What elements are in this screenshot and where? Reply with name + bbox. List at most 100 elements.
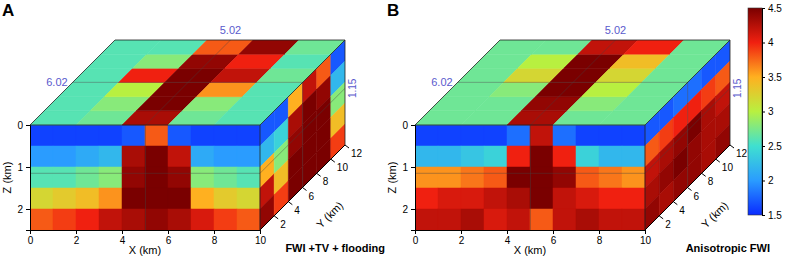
top-cell (242, 83, 302, 97)
x-tick-mark (168, 230, 169, 234)
side-cell (673, 167, 687, 202)
front-cell (415, 209, 438, 230)
front-cell (30, 188, 53, 209)
front-cell (415, 188, 438, 209)
z-tick: 0 (17, 120, 30, 131)
front-cell (30, 209, 53, 230)
front-cell (53, 167, 76, 188)
x-tick-mark (260, 230, 261, 234)
top-cell (656, 54, 716, 68)
colorbar-tick-mark (762, 181, 765, 182)
colorbar-axis: 1.522.533.544.5 (762, 3, 782, 221)
panel-label: B (387, 1, 399, 20)
cube-edge (345, 40, 346, 145)
panel-label: A (2, 1, 14, 20)
z-tick-mark (26, 209, 30, 210)
slice-label: 1.15 (347, 78, 358, 98)
colorbar: 1.522.533.544.5 (748, 3, 782, 221)
front-cell (576, 167, 599, 188)
front-cell (99, 167, 122, 188)
front-cell (461, 209, 484, 230)
colorbar-tick-label: 3.5 (768, 72, 782, 83)
front-cell (237, 146, 260, 167)
x-tick-label: 0 (413, 235, 419, 246)
front-cell (30, 167, 53, 188)
front-cell (99, 188, 122, 209)
front-cell (53, 209, 76, 230)
x-tick-label: 2 (459, 235, 465, 246)
front-cell (191, 167, 214, 188)
colorbar-tick: 2.5 (762, 141, 782, 152)
y-axis-line (645, 145, 730, 230)
z-tick-mark (411, 209, 415, 210)
panel-title: FWI +TV + flooding (285, 242, 385, 254)
front-cell (599, 209, 622, 230)
colorbar-ramp (748, 8, 762, 215)
front-cell (168, 188, 191, 209)
y-tick-mark (288, 202, 292, 205)
x-tick-mark (507, 230, 508, 234)
front-cell (415, 125, 438, 146)
front-cell (553, 125, 576, 146)
cube-edge (260, 40, 345, 125)
z-tick: 1 (402, 162, 415, 173)
cube-edge (115, 40, 345, 41)
front-cell (237, 125, 260, 146)
front-cell (599, 188, 622, 209)
y-tick-mark (317, 173, 321, 176)
front-cell (191, 125, 214, 146)
slice-line (458, 82, 688, 83)
cube-edge (30, 125, 260, 126)
colorbar-tick: 1.5 (762, 210, 782, 221)
colorbar-tick-label: 1.5 (768, 210, 782, 221)
y-tick-label: 10 (722, 162, 734, 173)
front-cell (553, 209, 576, 230)
colorbar-tick: 3.5 (762, 72, 782, 83)
front-cell (622, 209, 645, 230)
z-axis-line (411, 126, 416, 231)
side-cell (716, 124, 730, 159)
side-cell (659, 181, 673, 216)
top-cell (670, 40, 730, 54)
slice-label: 5.02 (220, 24, 241, 36)
front-cell (576, 125, 599, 146)
front-cell (53, 125, 76, 146)
y-tick-label: 4 (679, 205, 685, 216)
plot-area (30, 40, 345, 230)
front-cell (553, 146, 576, 167)
z-tick-label: 0 (17, 120, 23, 131)
x-tick: 10 (640, 230, 652, 246)
front-cell (145, 188, 168, 209)
front-cell (145, 209, 168, 230)
slice-label: 1.15 (732, 78, 743, 98)
side-cell (317, 138, 331, 173)
front-cell (214, 188, 237, 209)
front-cell (191, 188, 214, 209)
top-cell (599, 111, 659, 125)
z-axis: 012 (17, 120, 30, 231)
z-axis: 012 (402, 120, 415, 231)
x-tick-label: 10 (255, 235, 267, 246)
side-cell (260, 195, 274, 230)
side-cell (288, 167, 302, 202)
front-cell (145, 125, 168, 146)
y-tick-label: 2 (665, 219, 671, 230)
x-axis-label: X (km) (129, 244, 161, 256)
top-cell (613, 97, 673, 111)
front-cell (122, 167, 145, 188)
x-tick-label: 10 (640, 235, 652, 246)
x-tick-label: 8 (597, 235, 603, 246)
y-tick-label: 10 (337, 162, 349, 173)
front-cell (168, 146, 191, 167)
y-axis-label: Y (km) (314, 199, 345, 230)
side-cell (702, 138, 716, 173)
x-tick: 4 (505, 230, 511, 246)
top-cell (642, 68, 702, 82)
y-tick-label: 2 (280, 219, 286, 230)
front-cell (237, 167, 260, 188)
colorbar-tick: 4.5 (762, 3, 782, 14)
front-cell (122, 188, 145, 209)
front-cell (576, 209, 599, 230)
z-tick-mark (411, 167, 415, 168)
y-tick-label: 8 (708, 176, 714, 187)
